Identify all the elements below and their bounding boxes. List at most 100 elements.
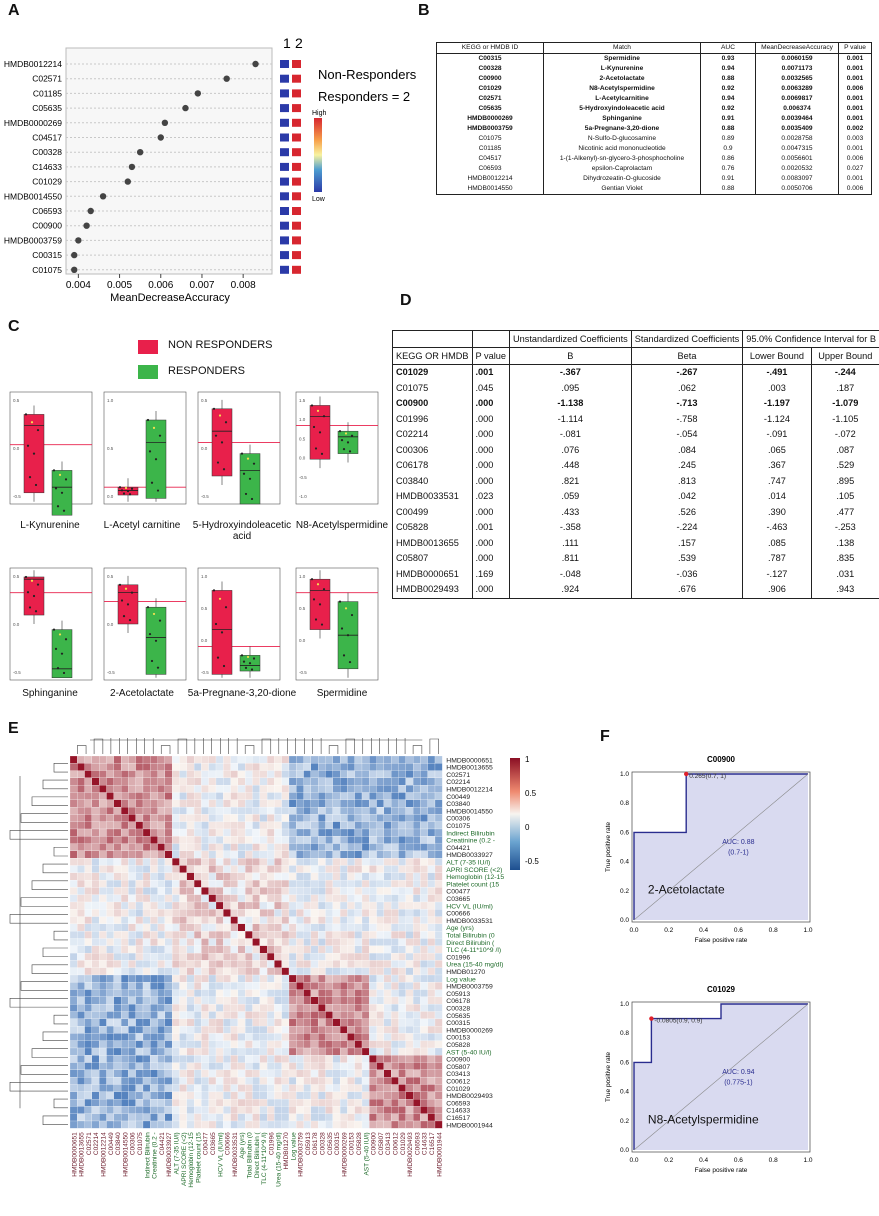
heatmap-cell — [186, 982, 195, 990]
data-dot — [30, 579, 34, 582]
heatmap-cell — [135, 887, 144, 895]
heatmap-cell — [120, 1077, 129, 1085]
heatmap-cell — [325, 843, 333, 851]
heatmap-cell — [325, 916, 333, 925]
heatmap-cell — [318, 1113, 326, 1122]
heatmap-cell — [106, 1120, 114, 1129]
heatmap-cell — [215, 894, 224, 903]
heatmap-cell — [369, 923, 377, 932]
heatmap-cell — [383, 982, 392, 990]
heatmap-cell — [288, 821, 297, 830]
heatmap-cell — [281, 1091, 290, 1100]
heatmap-cell — [99, 974, 107, 983]
heatmap-cell — [434, 996, 443, 1005]
heatmap-cell — [215, 1099, 224, 1107]
heatmap-cell — [215, 909, 224, 917]
heatmap-cell — [405, 1018, 414, 1027]
heatmap-cell — [135, 996, 144, 1005]
heatmap-cell — [296, 1011, 304, 1019]
heatmap-cell — [215, 974, 224, 983]
heatmap-cell — [164, 1062, 173, 1071]
row-dendrogram-branch — [31, 964, 68, 974]
heatmap-cell — [106, 945, 114, 954]
heatmap-cell — [303, 1069, 312, 1078]
heatmap-cell — [303, 931, 312, 939]
heatmap-cell — [201, 1011, 209, 1019]
table-row: C01185 Nicotinic acid mononucleotide 0.9 0.… — [436, 144, 872, 154]
heatmap-cell — [84, 1040, 92, 1049]
heatmap-cell — [303, 989, 312, 998]
cell-upper: -1.079 — [810, 396, 879, 412]
heatmap-cell — [354, 1062, 363, 1071]
heatmap-cell — [91, 806, 100, 815]
heatmap-cell — [325, 814, 333, 822]
heatmap-cell — [208, 1026, 217, 1034]
heatmap-cell — [245, 1113, 253, 1122]
heatmap-cell — [223, 1120, 231, 1129]
cell-upper: .895 — [810, 473, 879, 489]
heatmap-cell — [354, 763, 363, 771]
heatmap-cell — [413, 931, 421, 939]
heatmap-cell — [157, 1004, 166, 1012]
heatmap-cell — [201, 1047, 209, 1056]
heatmap-cell — [376, 1004, 385, 1012]
roc-title: C01029 — [707, 985, 736, 994]
heatmap-cell — [135, 1106, 144, 1114]
group1-cell — [280, 74, 289, 83]
heatmap-cell — [274, 1062, 282, 1071]
heatmap-cell — [427, 1004, 436, 1012]
heatmap-cell — [318, 865, 326, 873]
cell-lower: -.491 — [742, 364, 812, 381]
heatmap-cell — [434, 755, 443, 764]
heatmap-cell — [135, 960, 144, 968]
heatmap-cell — [91, 843, 100, 851]
heatmap-col-label: C06178 — [312, 1132, 319, 1155]
heatmap-cell — [186, 850, 195, 859]
heatmap-col-label: C00666 — [225, 1132, 232, 1155]
heatmap-cell — [376, 821, 385, 830]
heatmap-cell — [259, 1084, 268, 1092]
heatmap-cell — [142, 1047, 151, 1056]
y-tick-label: 0.4 — [620, 859, 629, 866]
heatmap-cell — [369, 828, 377, 837]
heatmap-cell — [179, 792, 187, 800]
heatmap-cell — [361, 1084, 370, 1092]
heatmap-cell — [318, 938, 326, 946]
heatmap-cell — [179, 982, 187, 990]
heatmap-cell — [135, 894, 144, 903]
heatmap-cell — [164, 1055, 173, 1063]
heatmap-cell — [194, 894, 202, 903]
cell-id: C01029 — [392, 364, 473, 381]
heatmap-cell — [274, 923, 282, 932]
heatmap-cell — [237, 821, 246, 830]
heatmap-cell — [420, 982, 428, 990]
heatmap-cell — [252, 1084, 260, 1092]
heatmap-cell — [398, 1091, 406, 1100]
heatmap-cell — [340, 836, 348, 844]
heatmap-cell — [281, 792, 290, 800]
boxplot-label-8: Spermidine — [316, 688, 368, 699]
heatmap-cell — [259, 960, 268, 968]
heatmap-cell — [237, 982, 246, 990]
heatmap-cell — [186, 1069, 195, 1078]
cell-match: L-Kynurenine — [543, 64, 701, 74]
heatmap-cell — [142, 1106, 151, 1114]
heatmap-cell — [172, 785, 180, 793]
heatmap-cell — [223, 843, 231, 851]
heatmap-cell — [91, 923, 100, 932]
heatmap-cell — [128, 799, 136, 808]
heatmap-cell — [274, 967, 282, 976]
heatmap-cell — [369, 872, 377, 881]
heatmap-cell — [113, 1062, 122, 1071]
heatmap-cell — [128, 1099, 136, 1107]
heatmap-cell — [120, 953, 129, 961]
heatmap-cell — [427, 865, 436, 873]
heatmap-cell — [281, 770, 290, 778]
heatmap-cell — [267, 1004, 275, 1012]
heatmap-row-label: Platelet count (15 — [446, 881, 499, 888]
heatmap-cell — [230, 960, 239, 968]
heatmap-cell — [259, 996, 268, 1005]
data-dot — [54, 487, 58, 490]
heatmap-cell — [179, 865, 187, 873]
heatmap-cell — [252, 1055, 260, 1063]
